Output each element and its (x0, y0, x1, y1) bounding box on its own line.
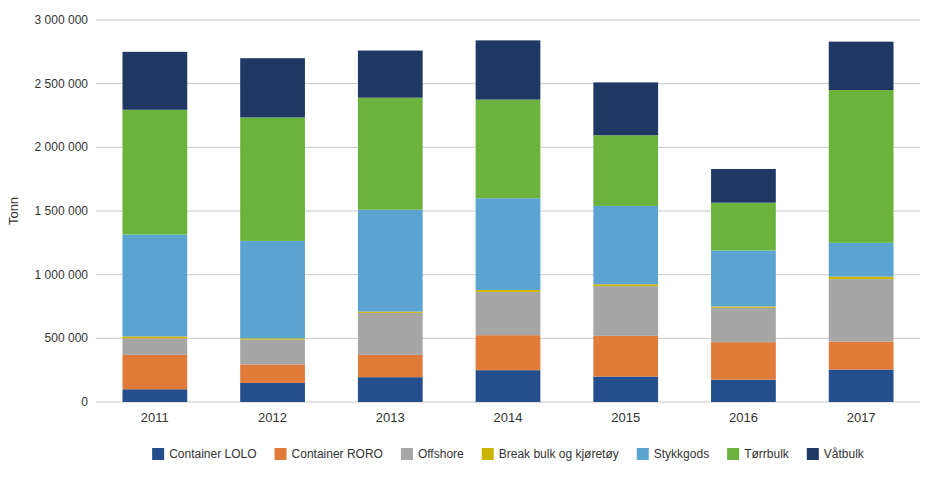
page: {"chart_data": { "type": "bar", "stacked… (0, 0, 944, 480)
bar (240, 241, 305, 338)
bar (593, 82, 658, 135)
x-tick-label: 2015 (611, 410, 640, 425)
bar (829, 370, 894, 402)
legend-item: Container RORO (275, 447, 383, 461)
bar (122, 389, 187, 402)
bar (476, 100, 541, 199)
bar (358, 210, 423, 312)
bar (593, 284, 658, 286)
bar (240, 338, 305, 339)
chart: 0 500 000 1 000 000 1 500 000 2 000 000 2 500… (0, 0, 944, 480)
y-tick-label: 500 000 (45, 331, 89, 345)
x-tick-label: 2012 (258, 410, 287, 425)
x-tick-label: 2013 (376, 410, 405, 425)
legend-label: Container LOLO (169, 447, 256, 461)
legend-label: Tørrbulk (744, 447, 790, 461)
legend-label: Container RORO (292, 447, 383, 461)
bar (476, 370, 541, 402)
bar (476, 290, 541, 292)
bar (476, 198, 541, 290)
bar (476, 292, 541, 335)
x-tick-label: 2016 (729, 410, 758, 425)
legend-label: Våtbulk (824, 447, 865, 461)
bar (358, 51, 423, 98)
bar (711, 169, 776, 203)
bar (122, 235, 187, 337)
series (122, 40, 893, 202)
series (122, 279, 893, 364)
series (122, 90, 893, 250)
bar (358, 355, 423, 377)
legend-swatch (637, 448, 649, 460)
y-tick-label: 3 000 000 (35, 13, 89, 27)
series (122, 198, 893, 338)
y-tick-label: 0 (81, 395, 88, 409)
bar (593, 377, 658, 402)
bar (476, 40, 541, 99)
bar (711, 203, 776, 251)
bar (711, 307, 776, 308)
legend-swatch (152, 448, 164, 460)
legend-item: Stykkgods (637, 447, 709, 461)
bar (593, 336, 658, 377)
legend-swatch (401, 448, 413, 460)
legend-label: Offshore (418, 447, 464, 461)
legend-label: Stykkgods (654, 447, 709, 461)
bar (829, 90, 894, 243)
series (122, 370, 893, 402)
bar (122, 110, 187, 235)
grid-line (96, 20, 920, 21)
legend-swatch (807, 448, 819, 460)
bar (240, 340, 305, 365)
bar (711, 380, 776, 402)
bar (711, 342, 776, 380)
legend-item: Container LOLO (152, 447, 256, 461)
bar (829, 279, 894, 341)
y-axis: 0 500 000 1 000 000 1 500 000 2 000 000 2 500… (35, 13, 920, 409)
bar (711, 308, 776, 342)
series (122, 335, 893, 389)
x-tick-label: 2011 (141, 410, 169, 425)
bar (358, 98, 423, 210)
y-tick-label: 2 500 000 (35, 77, 89, 91)
bar (593, 286, 658, 336)
bar (829, 42, 894, 90)
bars (122, 40, 893, 402)
y-tick-label: 1 500 000 (35, 204, 89, 218)
x-tick-label: 2014 (494, 410, 523, 425)
legend-swatch (275, 448, 287, 460)
legend: Container LOLO Container RORO Offshore Brea… (152, 447, 865, 461)
bar (358, 313, 423, 355)
legend-swatch (727, 448, 739, 460)
legend-label: Break bulk og kjøretøy (499, 447, 619, 461)
legend-item: Tørrbulk (727, 447, 790, 461)
y-tick-label: 2 000 000 (35, 140, 89, 154)
y-tick-label: 1 000 000 (35, 268, 89, 282)
x-axis: 2011 2012 2013 2014 2015 2016 2017 (141, 410, 876, 425)
x-tick-label: 2017 (847, 410, 876, 425)
bar (240, 117, 305, 241)
bar (829, 342, 894, 370)
bar (122, 355, 187, 389)
bar (829, 277, 894, 280)
bar (829, 243, 894, 277)
bar (358, 377, 423, 402)
bar (122, 338, 187, 355)
bar (240, 364, 305, 382)
bar (122, 336, 187, 338)
y-axis-label: Tonn (6, 197, 21, 225)
bar (240, 383, 305, 402)
legend-swatch (482, 448, 494, 460)
legend-item: Break bulk og kjøretøy (482, 447, 619, 461)
bar (593, 135, 658, 206)
legend-item: Våtbulk (807, 447, 865, 461)
bar (358, 312, 423, 313)
legend-item: Offshore (401, 447, 464, 461)
bar (122, 52, 187, 110)
bar (593, 206, 658, 284)
bar (240, 58, 305, 117)
bar (711, 250, 776, 306)
bar (476, 335, 541, 370)
